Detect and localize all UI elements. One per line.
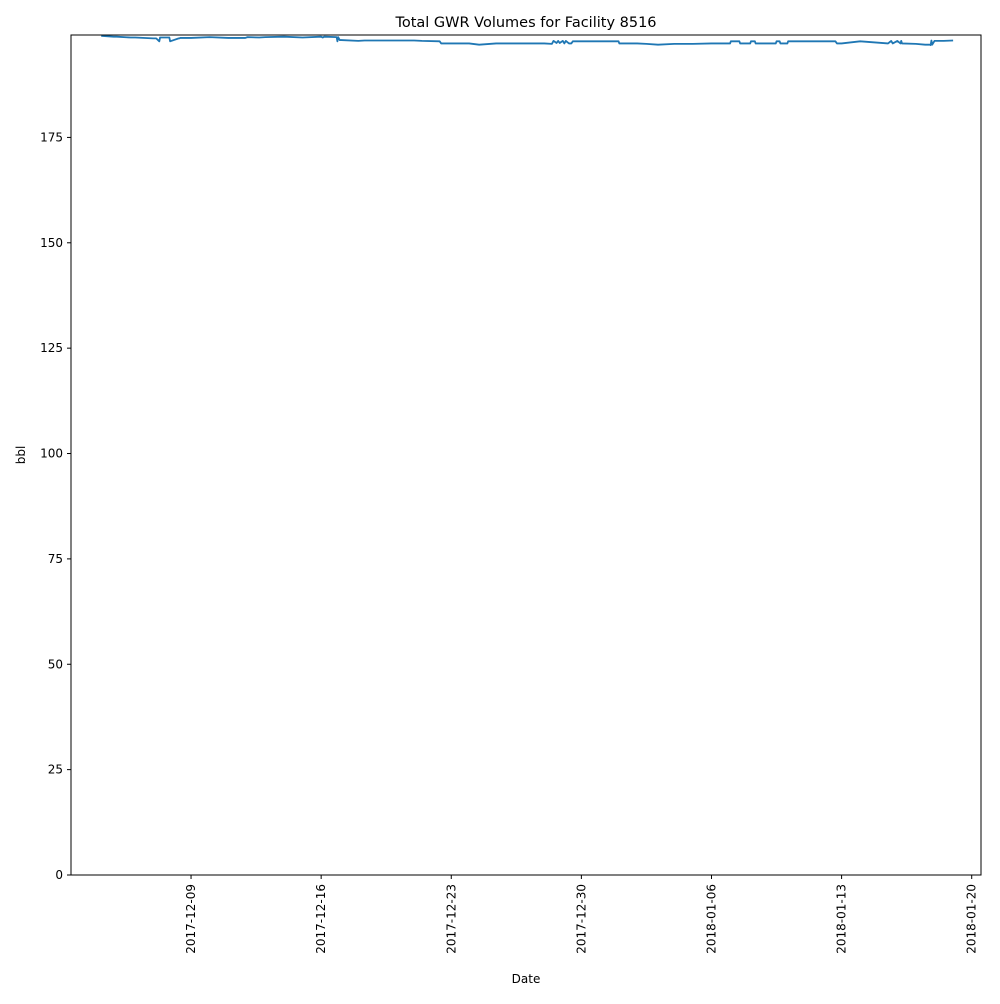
plot-area: 0 25 50 75 100 125 150 175 2017-12-09 2017-12-16 2… bbox=[40, 34, 982, 954]
y-tick-label: 125 bbox=[40, 341, 63, 355]
x-tick-label: 2018-01-06 bbox=[705, 884, 719, 954]
y-tick-label: 0 bbox=[55, 868, 63, 882]
y-tick-label: 100 bbox=[40, 447, 63, 461]
x-tick-label: 2017-12-30 bbox=[574, 884, 588, 954]
y-axis-label: bbl bbox=[14, 446, 28, 465]
y-tick-label: 50 bbox=[48, 657, 63, 671]
y-tick-label: 175 bbox=[40, 130, 63, 144]
x-tick-label: 2018-01-20 bbox=[965, 884, 979, 954]
x-tick-label: 2018-01-13 bbox=[835, 884, 849, 954]
x-tick-label: 2017-12-09 bbox=[184, 884, 198, 954]
x-axis-label: Date bbox=[512, 972, 541, 986]
plot-frame bbox=[70, 34, 982, 876]
x-tick-label: 2017-12-23 bbox=[444, 884, 458, 954]
x-tick-label: 2017-12-16 bbox=[314, 884, 328, 954]
series-line-0 bbox=[101, 34, 954, 47]
y-tick-label: 150 bbox=[40, 236, 63, 250]
y-tick-label: 25 bbox=[48, 763, 63, 777]
y-tick-label: 75 bbox=[48, 552, 63, 566]
chart-title: Total GWR Volumes for Facility 8516 bbox=[394, 15, 656, 31]
